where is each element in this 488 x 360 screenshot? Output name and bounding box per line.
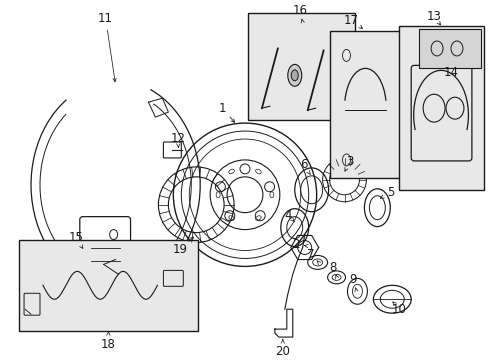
Ellipse shape: [291, 70, 298, 81]
Text: 2: 2: [291, 238, 299, 251]
Text: 15: 15: [68, 231, 83, 244]
Ellipse shape: [287, 64, 301, 86]
Text: 13: 13: [426, 10, 441, 23]
Bar: [398, 26, 483, 190]
Bar: [19, 239, 198, 331]
Text: 20: 20: [275, 345, 290, 357]
Ellipse shape: [331, 71, 343, 89]
Text: 17: 17: [343, 14, 358, 27]
Ellipse shape: [334, 76, 340, 85]
Text: 1: 1: [218, 102, 225, 115]
Text: 14: 14: [443, 66, 458, 79]
Text: 8: 8: [328, 261, 336, 274]
Bar: [247, 13, 355, 120]
Text: 6: 6: [299, 158, 307, 171]
Text: 11: 11: [98, 12, 113, 25]
Text: 9: 9: [349, 273, 357, 286]
Bar: [418, 28, 480, 68]
Bar: [329, 31, 401, 178]
Text: 5: 5: [387, 186, 394, 199]
Text: 4: 4: [284, 209, 291, 222]
Text: 16: 16: [292, 4, 306, 17]
Text: 7: 7: [306, 248, 314, 261]
Text: 19: 19: [172, 243, 187, 256]
Text: 10: 10: [391, 303, 406, 316]
Text: 18: 18: [100, 338, 115, 351]
Text: 3: 3: [345, 156, 352, 168]
Text: 12: 12: [170, 131, 185, 144]
